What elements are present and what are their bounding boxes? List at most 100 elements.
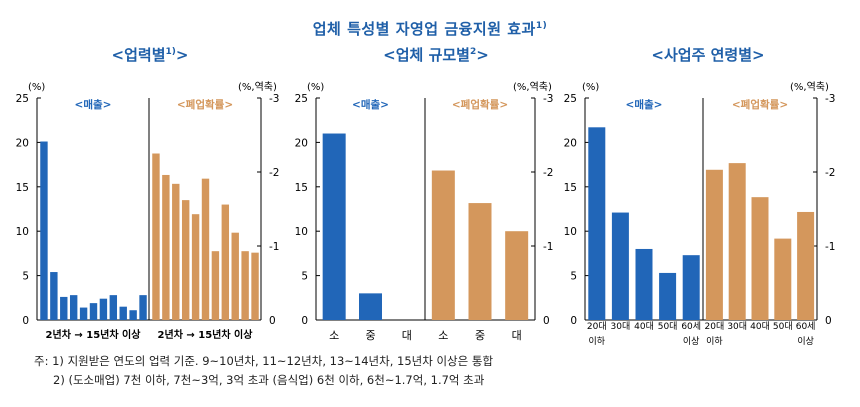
left-tick-label: 15	[564, 182, 577, 194]
left-unit-label: (%)	[582, 82, 599, 93]
left-tick-label: 0	[301, 315, 308, 327]
figure-title: 업체 특성별 자영업 금융지원 효과1)	[312, 20, 548, 38]
closure-bar	[705, 169, 723, 320]
closure-bar	[468, 203, 492, 320]
category-label: 60세	[681, 321, 701, 332]
left-tick-label: 15	[16, 182, 29, 194]
right-unit-label: (%,역축)	[790, 81, 829, 93]
closure-panel-label: <폐업확률>	[732, 98, 788, 111]
left-tick-label: 15	[295, 182, 308, 194]
sales-bar	[129, 310, 137, 320]
category-label: 50대	[773, 321, 793, 332]
closure-bar	[191, 214, 200, 320]
closure-bar	[797, 211, 815, 320]
category-label: 40대	[750, 321, 770, 332]
closure-bar	[431, 170, 455, 320]
closure-panel-label: <폐업확률>	[452, 98, 508, 111]
closure-bar	[751, 197, 769, 320]
left-tick-label: 10	[564, 226, 577, 238]
sales-bar	[99, 298, 108, 320]
chart-title-size: <업체 규모별2>	[383, 46, 489, 64]
closure-bar	[162, 174, 170, 320]
sales-bar	[60, 296, 68, 320]
left-tick-label: 10	[295, 226, 308, 238]
category-label: 중	[475, 329, 485, 342]
category-sublabel: 이상	[683, 336, 700, 347]
sales-bar	[79, 307, 88, 320]
right-tick-label: -1	[543, 241, 553, 253]
closure-bar	[221, 204, 230, 320]
sales-bar	[139, 295, 147, 320]
sales-bar	[50, 272, 58, 320]
left-tick-label: 25	[16, 93, 29, 105]
category-label: 중	[365, 329, 375, 342]
closure-bar	[211, 251, 220, 320]
right-tick-label: -3	[825, 93, 835, 105]
right-tick-label: -3	[543, 93, 553, 105]
chart-title-tenure: <업력별1)>	[111, 46, 189, 64]
right-tick-label: -3	[269, 93, 279, 105]
sales-panel-label: <매출>	[352, 98, 389, 111]
right-tick-label: -1	[269, 241, 279, 253]
left-tick-label: 20	[16, 137, 29, 149]
sales-bar	[635, 248, 653, 320]
sales-bar	[69, 295, 78, 320]
closure-bar	[251, 252, 259, 320]
right-tick-label: -1	[825, 241, 835, 253]
right-tick-label: 0	[269, 315, 276, 327]
x-range-label: 2년차 → 15년차 이상	[158, 328, 254, 341]
category-label: 40대	[634, 321, 654, 332]
chart-title-age: <사업주 연령별>	[651, 46, 765, 64]
left-unit-label: (%)	[28, 82, 45, 93]
sales-bar	[359, 293, 382, 320]
category-label: 60세	[796, 321, 816, 332]
closure-bar	[152, 153, 160, 320]
left-tick-label: 25	[564, 93, 577, 105]
left-tick-label: 10	[16, 226, 29, 238]
sales-panel-label: <매출>	[626, 98, 663, 111]
left-tick-label: 5	[22, 271, 29, 283]
left-tick-label: 0	[22, 315, 29, 327]
sales-panel-label: <매출>	[75, 98, 112, 111]
closure-bar	[774, 238, 792, 320]
category-label: 20대	[705, 321, 725, 332]
left-tick-label: 20	[295, 137, 308, 149]
sales-bar	[611, 212, 629, 320]
closure-panel-label: <폐업확률>	[177, 98, 233, 111]
x-range-label: 2년차 → 15년차 이상	[46, 328, 142, 341]
category-label: 대	[402, 329, 412, 342]
closure-bar	[201, 178, 210, 320]
category-label: 소	[438, 329, 448, 342]
sales-bar	[659, 272, 677, 320]
left-tick-label: 0	[570, 315, 577, 327]
closure-bar	[505, 231, 529, 320]
left-tick-label: 20	[564, 137, 577, 149]
sales-bar	[89, 303, 98, 320]
category-sublabel: 이하	[589, 336, 606, 347]
sales-bar	[322, 133, 346, 320]
right-tick-label: -2	[543, 167, 553, 179]
closure-bar	[231, 232, 239, 320]
closure-bar	[728, 163, 746, 320]
right-tick-label: 0	[825, 315, 832, 327]
closure-bar	[181, 200, 190, 320]
category-sublabel: 이상	[797, 336, 814, 347]
footnotes: 주: 1) 지원받은 연도의 업력 기준. 9~10년차, 11~12년차, 1…	[34, 352, 493, 390]
closure-bar	[241, 251, 249, 320]
right-tick-label: -2	[269, 167, 279, 179]
category-label: 대	[512, 329, 522, 342]
sales-bar	[588, 127, 606, 320]
left-tick-label: 25	[295, 93, 308, 105]
category-sublabel: 이하	[706, 336, 723, 347]
closure-bar	[172, 183, 180, 320]
category-label: 20대	[587, 321, 607, 332]
left-tick-label: 5	[570, 271, 577, 283]
right-tick-label: -2	[825, 167, 835, 179]
sales-bar	[119, 306, 127, 320]
right-unit-label: (%,역축)	[513, 81, 552, 93]
right-unit-label: (%,역축)	[238, 81, 277, 93]
category-label: 30대	[727, 321, 747, 332]
category-label: 50대	[658, 321, 678, 332]
footnote-1: 주: 1) 지원받은 연도의 업력 기준. 9~10년차, 11~12년차, 1…	[34, 354, 494, 368]
